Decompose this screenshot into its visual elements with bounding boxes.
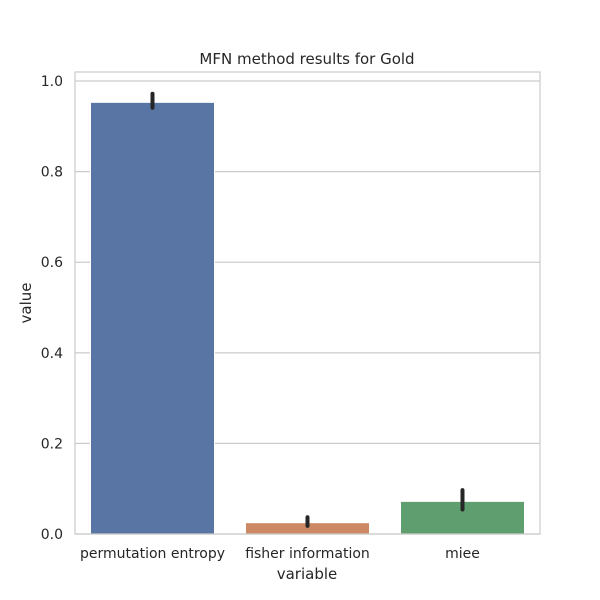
x-axis-label: variable [277, 565, 338, 583]
x-tick-label: permutation entropy [80, 546, 225, 562]
y-tick-label: 0.0 [41, 527, 63, 543]
y-tick-label: 0.6 [41, 255, 63, 271]
bar [90, 101, 215, 535]
y-tick-label: 0.2 [41, 436, 63, 452]
plot-frame [74, 71, 541, 535]
chart-title: MFN method results for Gold [199, 50, 414, 68]
y-tick-labels: 0.0 0.2 0.4 0.6 0.8 1.0 [41, 74, 63, 543]
error-bars [150, 91, 465, 528]
bars [90, 101, 525, 535]
x-tick-labels: permutation entropy fisher information mie… [80, 546, 480, 562]
y-tick-label: 0.4 [41, 346, 63, 362]
y-tick-label: 1.0 [41, 74, 63, 90]
y-tick-label: 0.8 [41, 165, 63, 181]
x-tick-label: miee [445, 546, 480, 562]
y-axis-label: value [17, 283, 35, 324]
x-tick-label: fisher information [245, 546, 370, 562]
